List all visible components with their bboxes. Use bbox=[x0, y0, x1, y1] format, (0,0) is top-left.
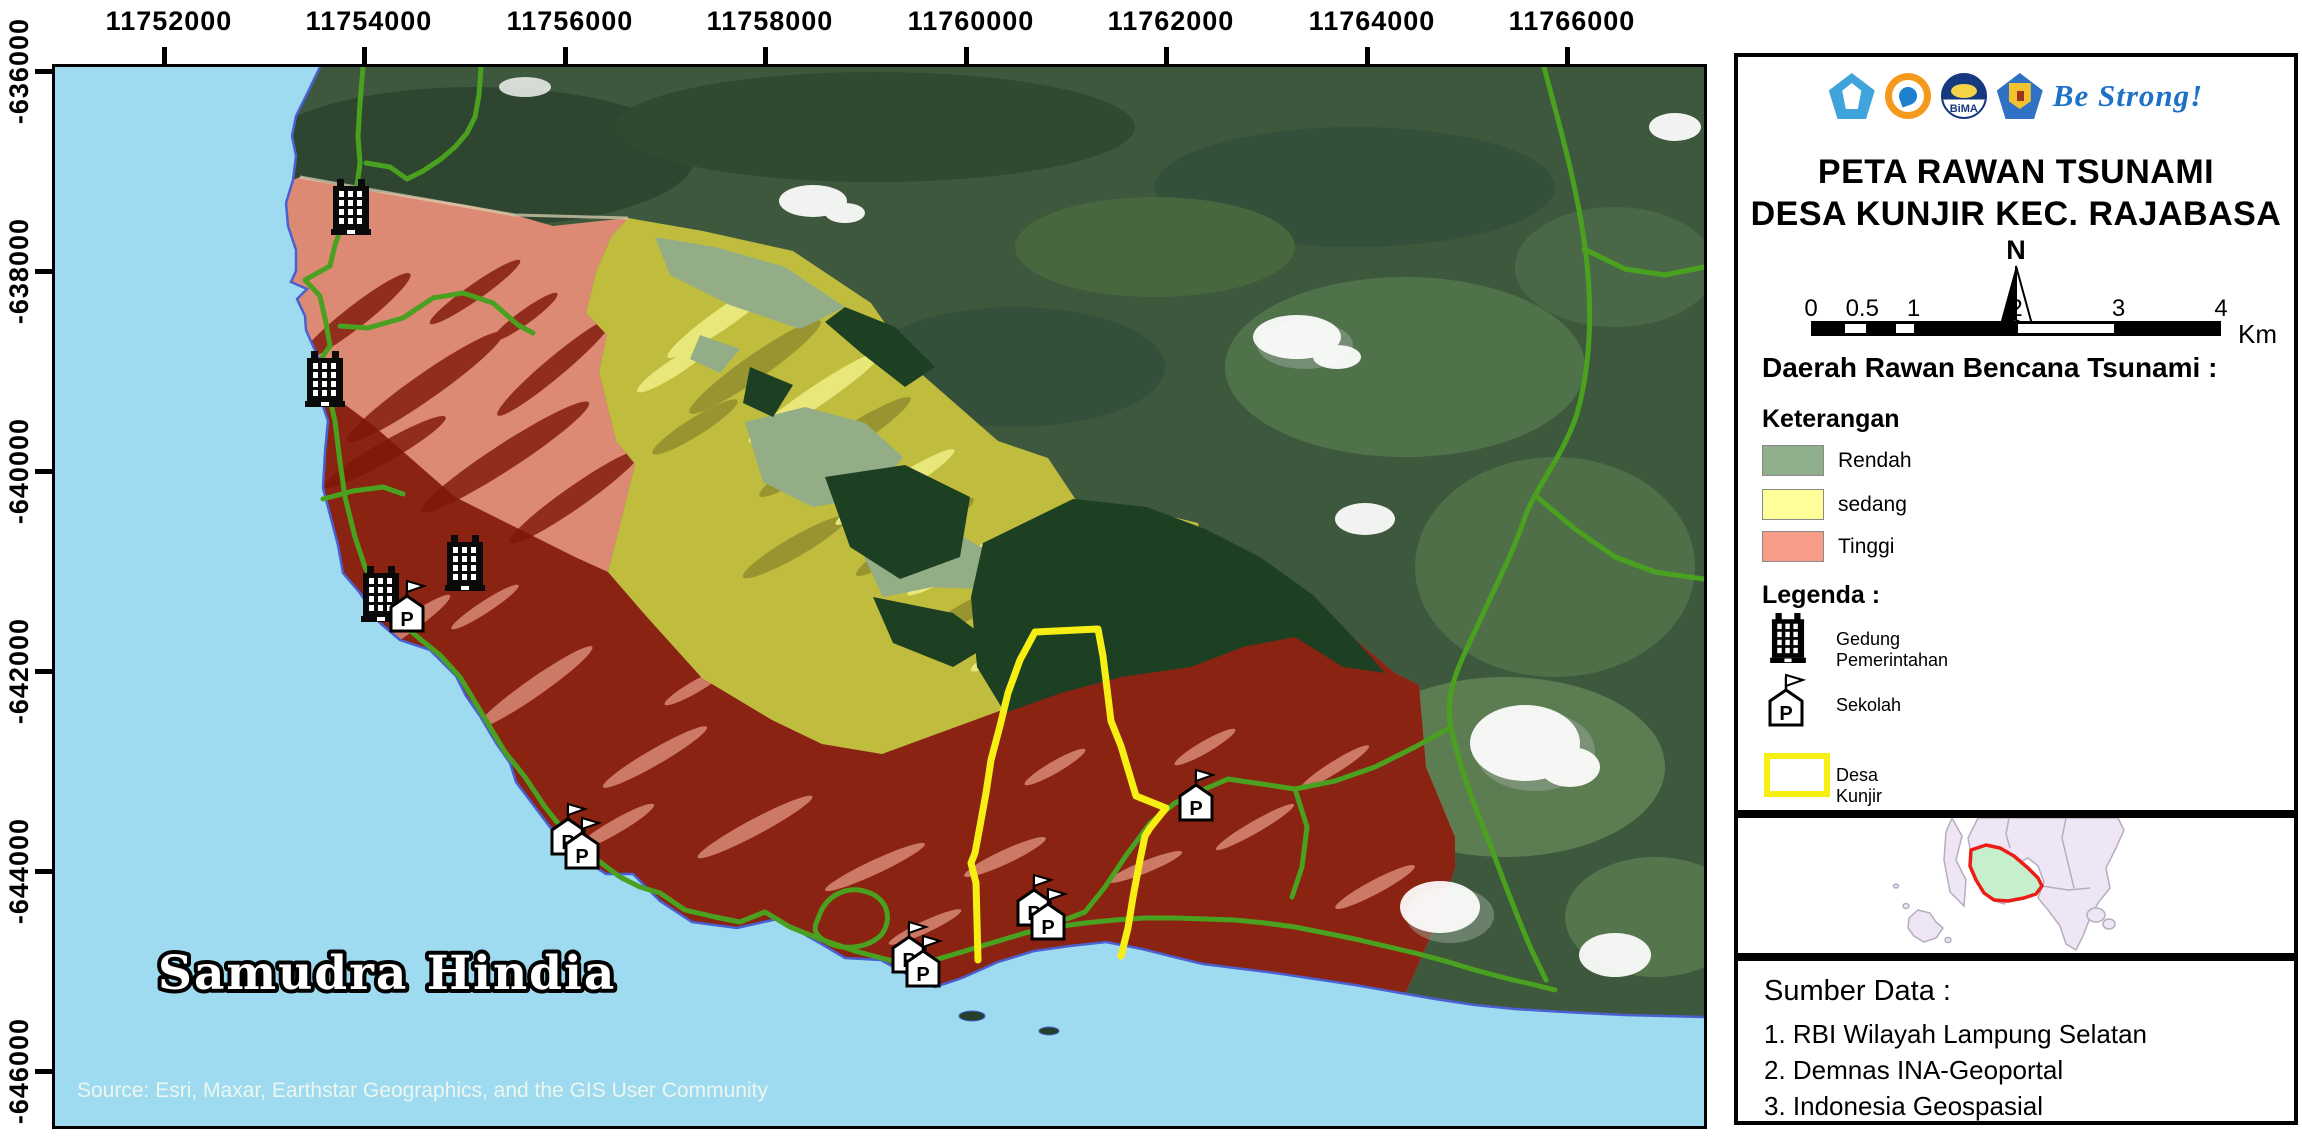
scale-tick-label: 0 bbox=[1804, 295, 1818, 322]
sedang-swatch bbox=[1762, 489, 1824, 520]
roads bbox=[302, 67, 1704, 993]
motto-text: Be Strong! bbox=[2052, 78, 2204, 113]
x-axis-label: 11764000 bbox=[1308, 6, 1436, 36]
legend-label-building: Gedung Pemerintahan bbox=[1836, 629, 1949, 670]
north-arrow-icon bbox=[1999, 265, 2035, 329]
y-axis-tick bbox=[35, 269, 52, 274]
x-axis-tick bbox=[162, 47, 167, 64]
government-building-icon bbox=[305, 351, 345, 407]
desa-kunjir-boundary bbox=[967, 625, 1170, 964]
scale-unit-label: Km bbox=[2238, 319, 2277, 349]
north-label: N bbox=[2006, 235, 2026, 265]
rendah-label: Rendah bbox=[1838, 449, 1912, 472]
y-axis-tick bbox=[35, 1069, 52, 1074]
sumber-heading: Sumber Data : bbox=[1764, 975, 1951, 1007]
beach-strip bbox=[299, 175, 629, 220]
legend-heading: Legenda : bbox=[1762, 581, 1881, 609]
x-axis-label: 11762000 bbox=[1107, 6, 1235, 36]
clouds bbox=[499, 77, 1701, 977]
inset-locator-map bbox=[1734, 814, 2298, 957]
scale-bar-graphic bbox=[1811, 321, 2221, 336]
x-axis-tick bbox=[1164, 47, 1169, 64]
legend-row-desa: Desa Kunjir bbox=[1764, 753, 1882, 806]
y-axis-label: -644000 bbox=[3, 817, 34, 925]
legend-label-school: Sekolah bbox=[1836, 695, 1902, 715]
sumber-item: 2. Demnas INA-Geoportal bbox=[1764, 1055, 2064, 1085]
tinggi-label: Tinggi bbox=[1838, 535, 1895, 558]
x-axis-label: 11756000 bbox=[506, 6, 634, 36]
ocean-label: Samudra Hindia bbox=[158, 946, 616, 1001]
map-title-line2: DESA KUNJIR KEC. RAJABASA bbox=[1750, 195, 2282, 233]
rendah-swatch bbox=[1762, 445, 1824, 476]
keterangan-heading: Keterangan bbox=[1762, 405, 1900, 433]
scale-tick-label: 2 bbox=[2009, 295, 2023, 322]
diktisaintek-berdampak-logo-icon bbox=[1884, 73, 1931, 119]
bima-logo-icon: BiMA bbox=[1940, 73, 1987, 119]
legend-label-desa: Desa Kunjir bbox=[1836, 765, 1883, 806]
x-axis-label: 11758000 bbox=[706, 6, 834, 36]
y-axis-tick bbox=[35, 469, 52, 474]
x-axis-tick bbox=[563, 47, 568, 64]
map-canvas: P bbox=[52, 64, 1707, 1129]
scale-tick-label: 3 bbox=[2111, 295, 2126, 322]
y-axis-label: -646000 bbox=[3, 1017, 34, 1125]
x-axis-label: 11766000 bbox=[1508, 6, 1636, 36]
coastline bbox=[284, 67, 1704, 1019]
ocean bbox=[55, 67, 1704, 1126]
scale-tick-label: 4 bbox=[2214, 295, 2228, 322]
x-axis-tick bbox=[1565, 47, 1570, 64]
sumber-item: 3. Indonesia Geospasial bbox=[1764, 1091, 2043, 1121]
government-building-icon bbox=[445, 535, 485, 591]
sumber-item: 1. RBI Wilayah Lampung Selatan bbox=[1764, 1019, 2147, 1049]
x-axis-tick bbox=[1365, 47, 1370, 64]
map-title-line1: PETA RAWAN TSUNAMI bbox=[1817, 153, 2215, 191]
forest-patches bbox=[743, 307, 1385, 713]
source-attribution: Source: Esri, Maxar, Earthstar Geographi… bbox=[77, 1079, 768, 1102]
sedang-label: sedang bbox=[1838, 493, 1907, 516]
logos-row: BiMA Be Strong! bbox=[1738, 73, 2294, 119]
y-axis-tick bbox=[35, 69, 52, 74]
map-info-panel: BiMA Be Strong! PETA RAWAN TSUNAMI DESA … bbox=[1734, 53, 2298, 814]
inset-map-svg bbox=[1738, 818, 2294, 953]
scale-tick-label: 1 bbox=[1906, 295, 1921, 322]
map-svg: P bbox=[55, 67, 1704, 1126]
svg-text:P: P bbox=[1779, 703, 1792, 725]
x-axis-tick bbox=[763, 47, 768, 64]
x-axis-label: 11760000 bbox=[907, 6, 1035, 36]
inset-highlight-region bbox=[1968, 843, 2044, 903]
y-axis-label: -638000 bbox=[3, 217, 34, 325]
y-axis-label: -642000 bbox=[3, 617, 34, 725]
tinggi-swatch bbox=[1762, 531, 1824, 562]
universitas-lampung-logo-icon bbox=[1996, 73, 2043, 119]
data-sources-panel: Sumber Data : 1. RBI Wilayah Lampung Sel… bbox=[1734, 957, 2298, 1125]
x-axis-label: 11752000 bbox=[105, 6, 233, 36]
hillshade-shadow-streaks bbox=[299, 259, 641, 544]
small-islands bbox=[958, 1010, 1060, 1036]
government-building-icon bbox=[331, 179, 371, 235]
y-axis-label: -640000 bbox=[3, 417, 34, 525]
inset-admin-borders bbox=[2005, 818, 2091, 891]
hazard-heading: Daerah Rawan Bencana Tsunami : bbox=[1762, 352, 2218, 383]
kemdikbud-logo-icon bbox=[1828, 73, 1875, 119]
government-building-icon bbox=[1770, 613, 1806, 663]
x-axis-tick bbox=[362, 47, 367, 64]
village-boundary-swatch bbox=[1764, 753, 1830, 797]
y-axis-label: -636000 bbox=[3, 17, 34, 125]
scale-tick-label: 0.5 bbox=[1845, 295, 1879, 322]
x-axis-label: 11754000 bbox=[305, 6, 433, 36]
y-axis-tick bbox=[35, 669, 52, 674]
scale-bar: 0 0.5 1 2 3 4 Km bbox=[1804, 295, 2277, 349]
x-axis-tick bbox=[964, 47, 969, 64]
school-icon: P bbox=[1768, 673, 1807, 727]
y-axis-tick bbox=[35, 869, 52, 874]
